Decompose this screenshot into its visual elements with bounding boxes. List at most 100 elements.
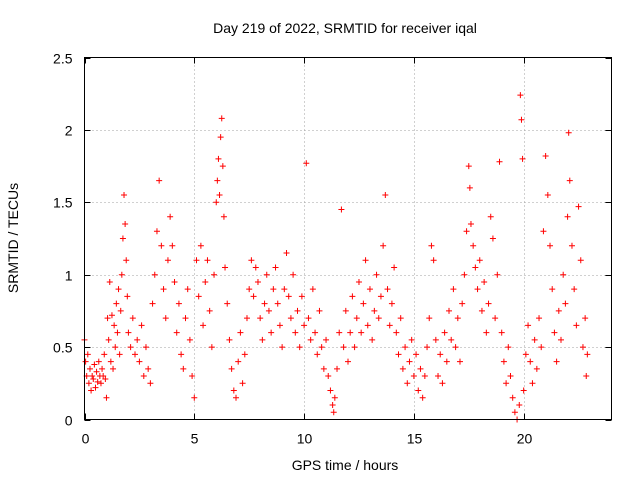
data-point (507, 373, 514, 380)
data-point (129, 315, 136, 322)
data-point (518, 116, 525, 123)
data-point (516, 402, 523, 409)
data-point (230, 387, 237, 394)
data-point (496, 158, 503, 165)
data-point (211, 271, 218, 278)
data-point (252, 264, 259, 271)
data-point (492, 315, 499, 322)
data-point (134, 336, 141, 343)
data-point (276, 322, 283, 329)
data-point (531, 336, 538, 343)
data-point (217, 134, 224, 141)
data-point (384, 286, 391, 293)
data-point (340, 344, 347, 351)
data-point (250, 293, 257, 300)
data-point (519, 155, 526, 162)
data-point (325, 373, 332, 380)
data-point (153, 228, 160, 235)
data-point (186, 336, 193, 343)
data-point (536, 315, 543, 322)
data-point (287, 315, 294, 322)
y-axis-label: SRMTID / TECUs (5, 183, 21, 293)
x-tick-label: 15 (407, 431, 423, 447)
data-point (470, 242, 477, 249)
data-point (115, 286, 122, 293)
data-point (450, 286, 457, 293)
data-point (104, 315, 111, 322)
data-point (106, 278, 113, 285)
data-point (555, 307, 562, 314)
data-point (397, 315, 404, 322)
data-point (107, 358, 114, 365)
data-point (456, 358, 463, 365)
data-point (318, 344, 325, 351)
data-point (279, 344, 286, 351)
data-point (119, 235, 126, 242)
data-point (320, 365, 327, 372)
data-point (292, 329, 299, 336)
data-point (327, 387, 334, 394)
data-point (474, 286, 481, 293)
data-point (274, 300, 281, 307)
data-point (424, 344, 431, 351)
data-point (121, 192, 128, 199)
data-point (373, 271, 380, 278)
data-point (467, 221, 474, 228)
data-point (132, 351, 139, 358)
data-point (127, 344, 134, 351)
data-point (178, 351, 185, 358)
data-point (386, 322, 393, 329)
data-point (246, 286, 253, 293)
data-point (358, 329, 365, 336)
data-point (285, 293, 292, 300)
data-point (520, 387, 527, 394)
data-point (305, 315, 312, 322)
data-point (391, 264, 398, 271)
y-tick-label: 1 (65, 268, 73, 284)
data-point (158, 242, 165, 249)
data-point (180, 365, 187, 372)
data-point (483, 329, 490, 336)
x-axis-label: GPS time / hours (292, 457, 399, 473)
data-point (583, 373, 590, 380)
data-point (540, 228, 547, 235)
data-point (452, 344, 459, 351)
data-point (432, 336, 439, 343)
data-point (342, 307, 349, 314)
data-point (582, 315, 589, 322)
data-point (364, 322, 371, 329)
data-point (421, 373, 428, 380)
data-point (254, 278, 261, 285)
data-point (408, 336, 415, 343)
data-point (542, 152, 549, 159)
data-point (140, 373, 147, 380)
data-point (481, 278, 488, 285)
data-point (84, 351, 91, 358)
data-point (329, 402, 336, 409)
data-point (577, 257, 584, 264)
data-point (454, 315, 461, 322)
data-point (219, 163, 226, 170)
data-point (353, 315, 360, 322)
data-point (171, 278, 178, 285)
data-point (149, 300, 156, 307)
data-point (525, 322, 532, 329)
data-point (446, 307, 453, 314)
data-point (89, 373, 96, 380)
data-point (233, 394, 240, 401)
data-point (461, 271, 468, 278)
data-point (430, 257, 437, 264)
data-point (114, 329, 121, 336)
data-point (448, 336, 455, 343)
data-point (204, 257, 211, 264)
data-point (145, 365, 152, 372)
y-tick-label: 0.5 (53, 340, 73, 356)
data-point (193, 257, 200, 264)
data-point (443, 358, 450, 365)
data-point (237, 329, 244, 336)
data-point (463, 228, 470, 235)
y-tick-label: 2.5 (53, 51, 73, 67)
data-point (298, 293, 305, 300)
data-point (476, 257, 483, 264)
data-point (112, 344, 119, 351)
